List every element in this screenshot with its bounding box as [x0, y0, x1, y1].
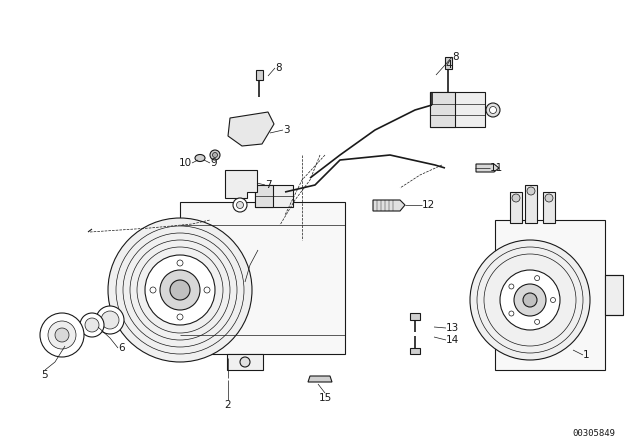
Circle shape	[177, 314, 183, 320]
Bar	[495, 220, 605, 370]
Circle shape	[500, 270, 560, 330]
Circle shape	[85, 318, 99, 332]
Circle shape	[512, 194, 520, 202]
Bar	[430, 92, 455, 127]
Text: 8: 8	[275, 63, 282, 73]
Text: 9: 9	[210, 158, 216, 168]
Bar	[510, 192, 522, 223]
Bar	[605, 275, 623, 315]
Circle shape	[233, 198, 247, 212]
Circle shape	[509, 284, 514, 289]
Text: 11: 11	[490, 163, 503, 173]
Circle shape	[210, 150, 220, 160]
Bar	[525, 185, 537, 223]
Circle shape	[212, 152, 218, 158]
Circle shape	[545, 194, 553, 202]
Bar	[410, 313, 420, 320]
Circle shape	[523, 293, 537, 307]
Circle shape	[177, 260, 183, 266]
Polygon shape	[227, 354, 263, 370]
Circle shape	[204, 287, 210, 293]
Bar	[445, 57, 452, 69]
Text: 15: 15	[318, 393, 332, 403]
Bar	[255, 185, 293, 207]
Text: 2: 2	[225, 400, 231, 410]
Circle shape	[527, 187, 535, 195]
Circle shape	[470, 240, 590, 360]
Circle shape	[101, 311, 119, 329]
Ellipse shape	[195, 155, 205, 161]
Polygon shape	[308, 376, 332, 382]
Circle shape	[534, 319, 540, 324]
Text: 3: 3	[283, 125, 290, 135]
Bar	[180, 202, 345, 354]
Text: 12: 12	[422, 200, 435, 210]
Text: 13: 13	[446, 323, 460, 333]
Circle shape	[534, 276, 540, 280]
Polygon shape	[225, 170, 257, 198]
Polygon shape	[476, 164, 499, 172]
Circle shape	[80, 313, 104, 337]
Bar	[430, 92, 485, 127]
Polygon shape	[373, 200, 405, 211]
Text: 00305849: 00305849	[572, 429, 615, 438]
Bar	[410, 348, 420, 354]
Polygon shape	[153, 240, 180, 330]
Circle shape	[145, 255, 215, 325]
Bar	[543, 192, 555, 223]
Bar	[255, 185, 273, 207]
Circle shape	[170, 280, 190, 300]
Text: 8: 8	[452, 52, 459, 62]
Circle shape	[514, 284, 546, 316]
Circle shape	[160, 270, 200, 310]
Circle shape	[550, 297, 556, 302]
Text: 10: 10	[179, 158, 192, 168]
Circle shape	[150, 287, 156, 293]
Circle shape	[486, 103, 500, 117]
Text: 1: 1	[583, 350, 589, 360]
Circle shape	[509, 311, 514, 316]
Text: 5: 5	[42, 370, 48, 380]
Bar	[256, 70, 263, 80]
Text: 4: 4	[445, 60, 452, 70]
Text: 14: 14	[446, 335, 460, 345]
Text: 7: 7	[265, 180, 271, 190]
Text: 6: 6	[118, 343, 125, 353]
Circle shape	[108, 218, 252, 362]
Circle shape	[490, 107, 497, 113]
Polygon shape	[228, 112, 274, 146]
Circle shape	[55, 328, 69, 342]
Circle shape	[48, 321, 76, 349]
Circle shape	[40, 313, 84, 357]
Circle shape	[96, 306, 124, 334]
Circle shape	[237, 202, 243, 208]
Circle shape	[240, 357, 250, 367]
